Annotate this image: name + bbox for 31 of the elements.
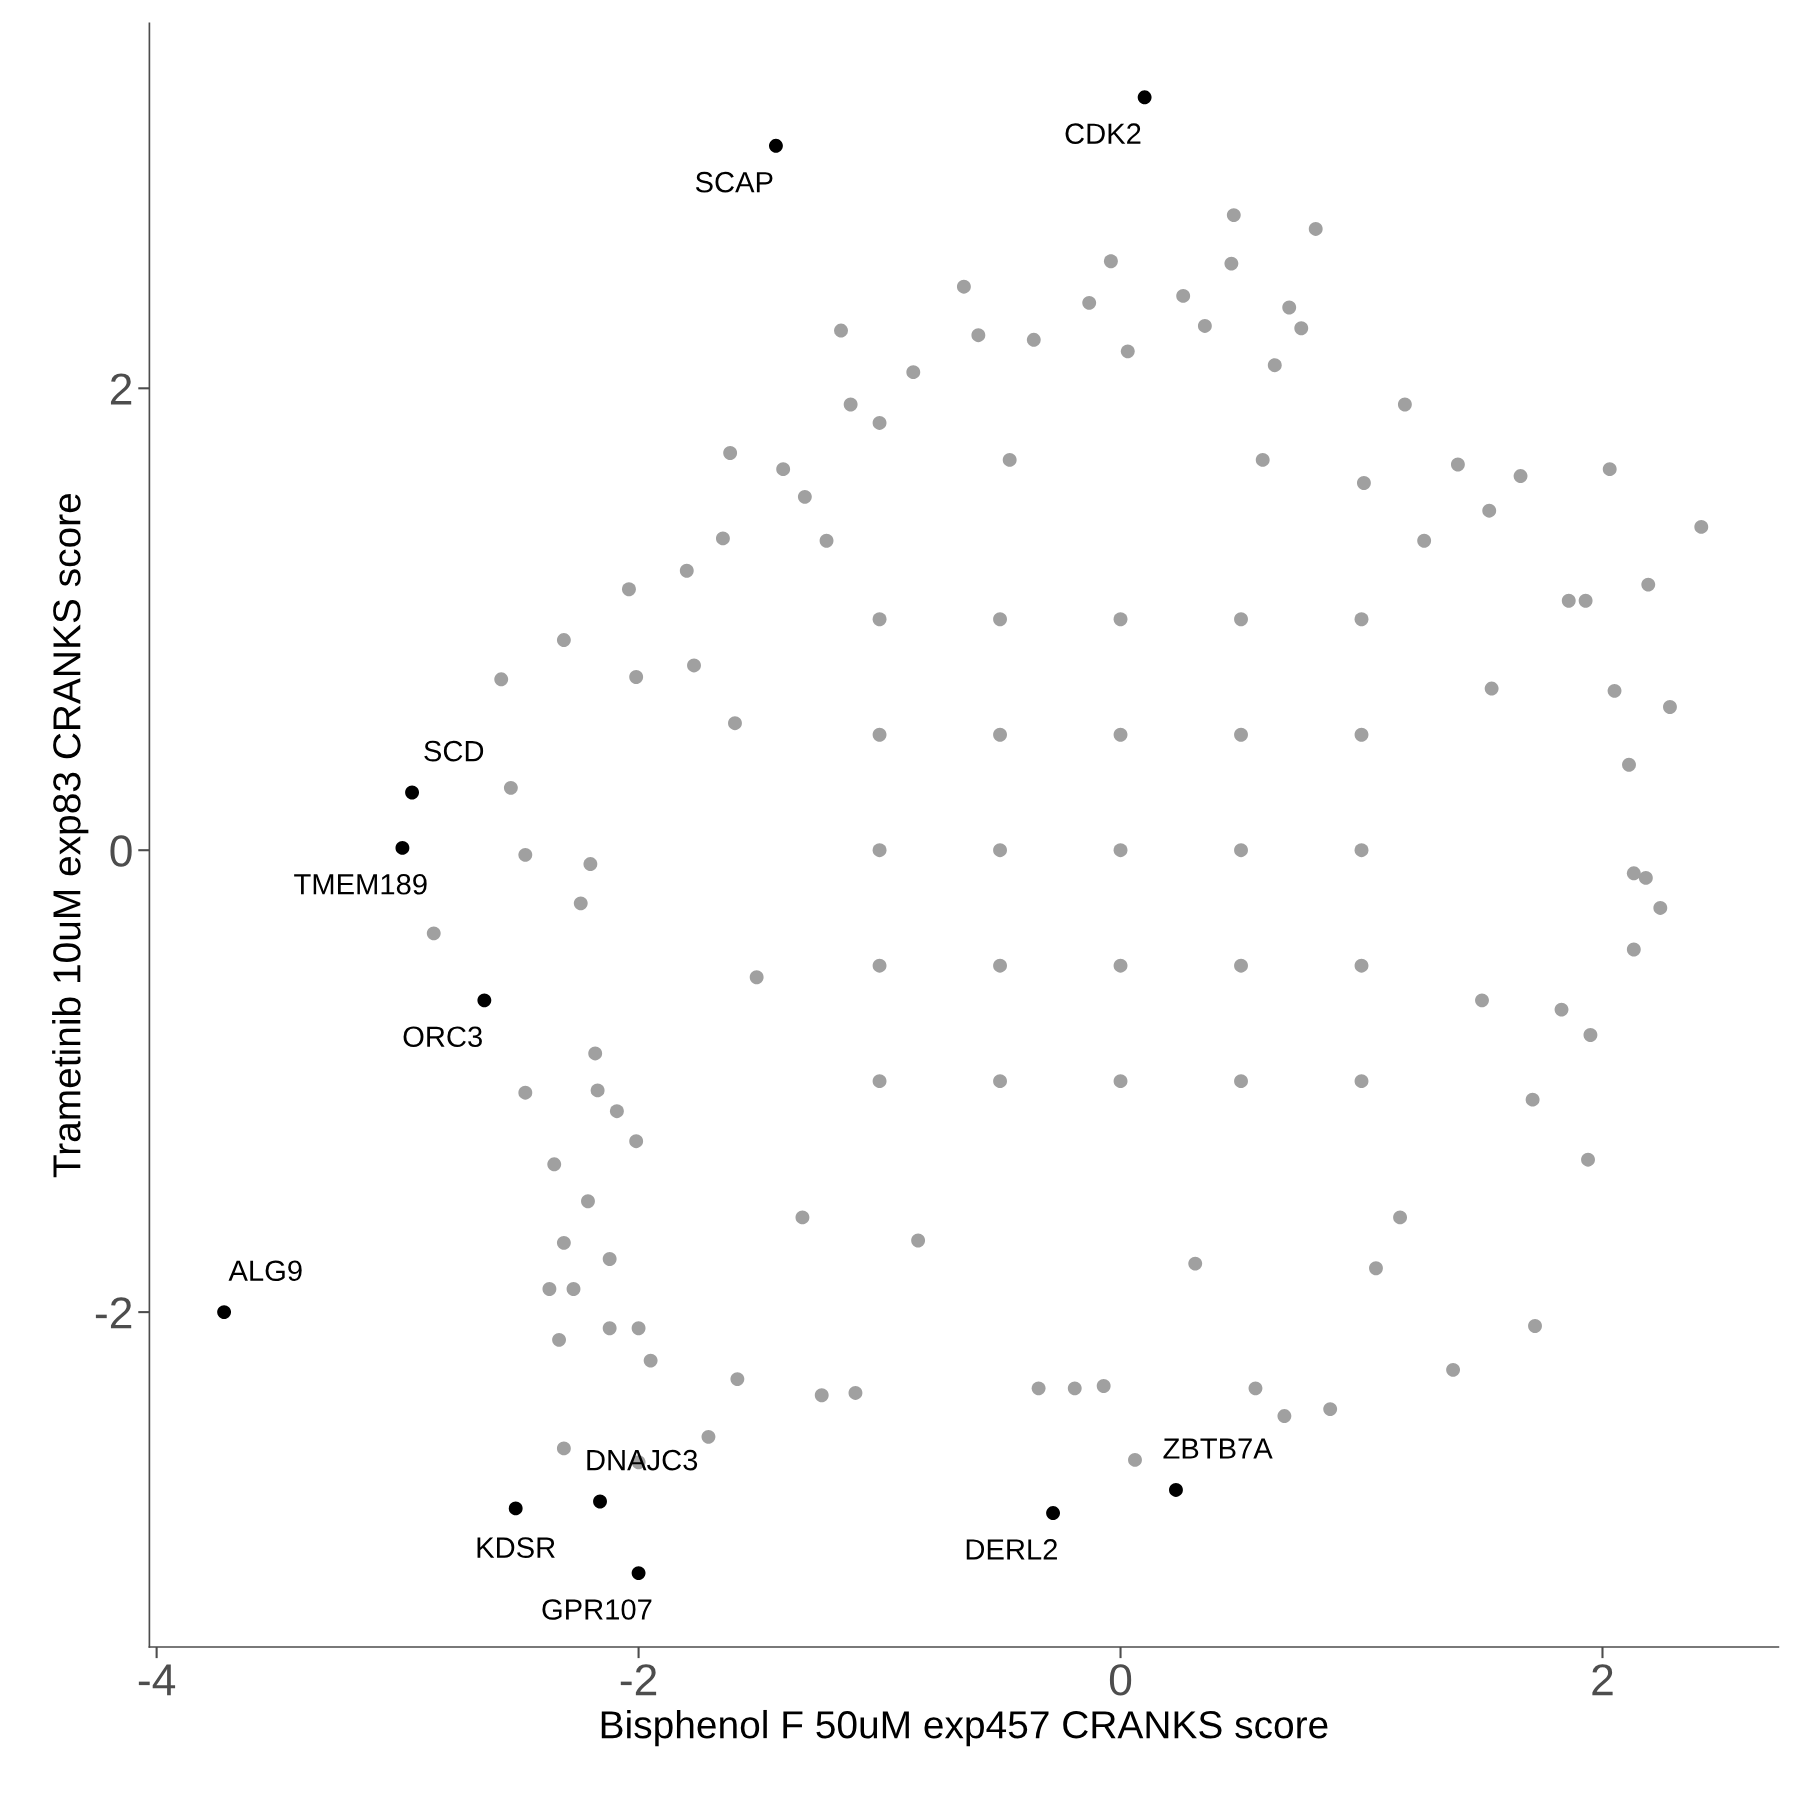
point <box>405 785 420 800</box>
annotation: DNAJC3 <box>587 1449 698 1471</box>
point <box>217 1305 232 1320</box>
annotation: KDSR <box>477 1537 555 1558</box>
y-tick-label: 2 <box>110 373 132 405</box>
annotation: CDK2 <box>1065 123 1141 145</box>
x-tick-label: 2 <box>1592 1664 1613 1696</box>
x-tick-label: -4 <box>138 1664 176 1696</box>
point <box>477 993 492 1008</box>
point <box>768 138 783 153</box>
point <box>508 1501 523 1516</box>
y-axis-title: Trametinib 10uM exp83 CRANKS score <box>52 493 89 1178</box>
point <box>593 1494 607 1509</box>
point <box>395 840 410 855</box>
point <box>1169 1483 1183 1497</box>
annotation: SCAP <box>695 171 773 193</box>
annotation: ZBTB7A <box>1163 1438 1273 1459</box>
x-tick-label: 0 <box>1109 1664 1132 1696</box>
annotation: ALG9 <box>228 1260 302 1282</box>
x-tick-label: -2 <box>620 1664 657 1696</box>
x-axis-title: Bisphenol F 50uM exp457 CRANKS score <box>601 1709 1328 1747</box>
annotation: GPR107 <box>542 1599 652 1620</box>
point <box>631 1566 646 1581</box>
annotation: SCD <box>424 740 484 762</box>
point <box>1046 1506 1061 1520</box>
annotation: ORC3 <box>403 1026 482 1048</box>
y-tick-label: 0 <box>110 835 132 867</box>
annotation: TMEM189 <box>294 873 427 895</box>
y-tick-label: -2 <box>95 1297 132 1329</box>
point <box>1137 90 1152 105</box>
annotation: DERL2 <box>966 1539 1057 1560</box>
